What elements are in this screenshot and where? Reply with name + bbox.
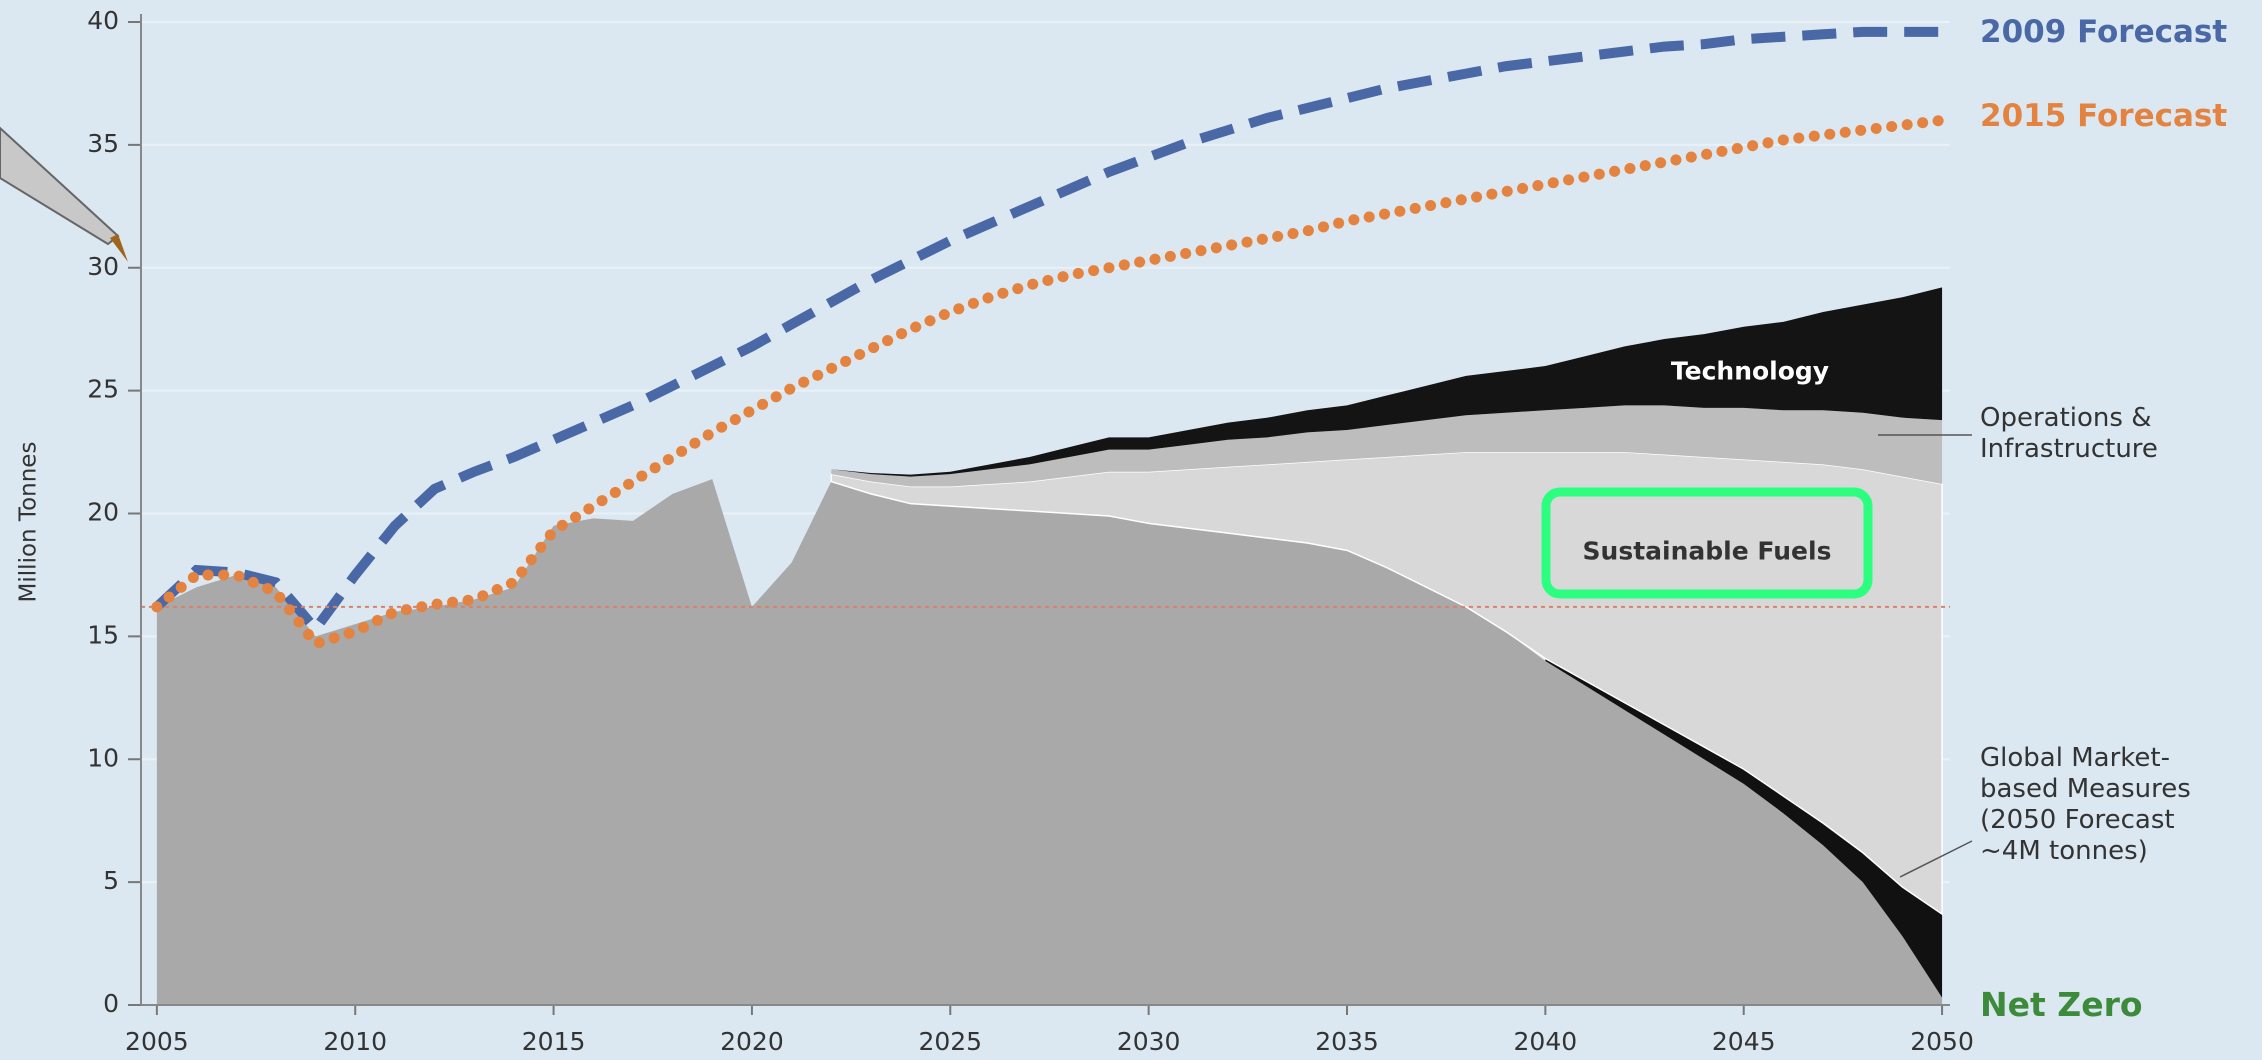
x-tick-label: 2050 (1910, 1027, 1974, 1056)
stacked-area (156, 479, 1943, 1006)
series-label: Technology (1670, 356, 1830, 386)
series-label: Operations & Infrastructure (1980, 403, 2158, 464)
y-tick-label: 20 (87, 498, 119, 527)
y-tick-label: 40 (87, 6, 119, 35)
y-tick-label: 5 (103, 866, 119, 895)
annotation: Net Zero (1980, 985, 2143, 1024)
x-tick-label: 2010 (323, 1027, 387, 1056)
pointer-tip (110, 234, 128, 262)
legend-label: 2009 Forecast (1980, 14, 2228, 50)
stacked-area (831, 287, 1943, 477)
x-tick-label: 2020 (720, 1027, 784, 1056)
x-tick-label: 2045 (1712, 1027, 1776, 1056)
y-tick-label: 30 (87, 252, 119, 281)
pointer-shape (0, 126, 120, 246)
series-label: Global Market-based Measures (2050 Forec… (1980, 743, 2191, 866)
leader-line (1899, 840, 1973, 878)
series-label: Sustainable Fuels (1582, 536, 1832, 566)
y-tick-label: 15 (87, 620, 119, 649)
highlight-box (1541, 487, 1873, 599)
x-tick-label: 2040 (1514, 1027, 1578, 1056)
y-axis-label: Million Tonnes (16, 442, 42, 603)
stacked-area (831, 405, 1943, 487)
y-tick-label: 35 (87, 129, 119, 158)
x-tick-label: 2015 (522, 1027, 586, 1056)
x-tick-label: 2030 (1117, 1027, 1181, 1056)
forecast-line (151, 114, 1948, 651)
y-tick-label: 25 (87, 375, 119, 404)
y-tick-label: 0 (103, 989, 119, 1018)
x-tick-label: 2025 (918, 1027, 982, 1056)
y-tick-label: 10 (87, 743, 119, 772)
x-tick-label: 2035 (1315, 1027, 1379, 1056)
x-tick-label: 2005 (125, 1027, 189, 1056)
legend-label: 2015 Forecast (1980, 98, 2228, 134)
